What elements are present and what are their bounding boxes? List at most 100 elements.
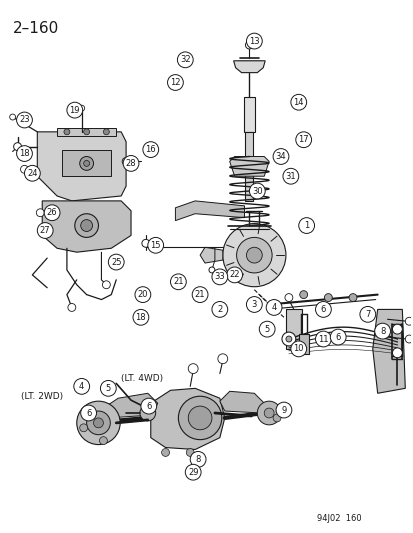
Circle shape — [217, 354, 227, 364]
Text: 2: 2 — [217, 305, 222, 314]
Text: 33: 33 — [214, 272, 225, 281]
Circle shape — [324, 294, 332, 302]
Circle shape — [177, 52, 193, 68]
Circle shape — [290, 94, 306, 110]
Circle shape — [236, 237, 271, 273]
Text: 21: 21 — [173, 277, 183, 286]
Circle shape — [64, 129, 70, 135]
Text: 29: 29 — [188, 467, 198, 477]
Polygon shape — [150, 389, 224, 449]
Circle shape — [133, 310, 148, 325]
Circle shape — [142, 239, 150, 247]
Circle shape — [17, 112, 32, 128]
Text: 10: 10 — [293, 344, 303, 353]
Circle shape — [135, 287, 150, 303]
Circle shape — [83, 160, 89, 166]
Circle shape — [284, 294, 292, 302]
Circle shape — [81, 405, 96, 421]
Text: 1: 1 — [303, 221, 309, 230]
Text: 17: 17 — [298, 135, 308, 144]
Circle shape — [281, 332, 295, 346]
Polygon shape — [199, 247, 222, 263]
Text: 13: 13 — [249, 37, 259, 45]
Circle shape — [78, 105, 85, 111]
Circle shape — [44, 205, 60, 221]
Circle shape — [108, 254, 124, 270]
Text: 18: 18 — [19, 149, 30, 158]
Circle shape — [17, 146, 32, 161]
Circle shape — [222, 223, 285, 287]
Circle shape — [295, 132, 311, 148]
Circle shape — [246, 296, 261, 312]
Circle shape — [359, 306, 375, 322]
Text: 8: 8 — [195, 455, 200, 464]
Circle shape — [246, 247, 261, 263]
Circle shape — [76, 401, 120, 445]
Circle shape — [123, 156, 139, 171]
Circle shape — [67, 102, 83, 118]
Text: (LT. 4WD): (LT. 4WD) — [121, 374, 163, 383]
Circle shape — [142, 142, 158, 157]
Text: 34: 34 — [275, 152, 286, 161]
Circle shape — [290, 341, 306, 357]
Text: 28: 28 — [126, 159, 136, 168]
Text: 30: 30 — [252, 187, 262, 196]
Circle shape — [80, 424, 88, 432]
Text: 27: 27 — [40, 226, 50, 235]
Circle shape — [266, 300, 281, 316]
Polygon shape — [57, 128, 116, 136]
Circle shape — [75, 214, 98, 237]
Circle shape — [178, 396, 221, 440]
Polygon shape — [243, 98, 255, 132]
Circle shape — [392, 324, 401, 334]
Circle shape — [285, 336, 291, 342]
Text: 15: 15 — [150, 241, 161, 250]
Text: 11: 11 — [318, 335, 328, 343]
Circle shape — [93, 418, 103, 428]
Circle shape — [330, 329, 345, 345]
Circle shape — [226, 267, 242, 283]
Text: 20: 20 — [137, 290, 148, 299]
Text: 4: 4 — [271, 303, 276, 312]
Text: 19: 19 — [69, 106, 80, 115]
Circle shape — [103, 129, 109, 135]
Circle shape — [188, 364, 198, 374]
Circle shape — [273, 414, 280, 422]
Polygon shape — [285, 310, 301, 349]
Circle shape — [86, 411, 110, 435]
Text: 21: 21 — [195, 290, 205, 299]
Polygon shape — [175, 201, 244, 221]
Circle shape — [275, 402, 291, 418]
Text: 12: 12 — [170, 78, 180, 87]
Text: 2–160: 2–160 — [13, 21, 59, 36]
Text: (LT. 2WD): (LT. 2WD) — [21, 392, 62, 401]
Circle shape — [122, 157, 130, 165]
Text: 22: 22 — [229, 270, 239, 279]
Circle shape — [185, 464, 201, 480]
Circle shape — [140, 405, 155, 421]
Text: 24: 24 — [27, 169, 38, 178]
Circle shape — [315, 302, 330, 317]
Text: 16: 16 — [145, 145, 156, 154]
Polygon shape — [103, 393, 157, 418]
Circle shape — [211, 302, 227, 317]
Circle shape — [68, 303, 76, 311]
Circle shape — [392, 348, 401, 358]
Text: 18: 18 — [135, 313, 146, 322]
Circle shape — [259, 321, 274, 337]
Circle shape — [374, 323, 389, 339]
Circle shape — [100, 381, 116, 396]
Text: 94J02  160: 94J02 160 — [316, 513, 360, 522]
Circle shape — [299, 290, 307, 298]
Circle shape — [209, 267, 214, 273]
Text: 7: 7 — [364, 310, 370, 319]
Polygon shape — [245, 132, 253, 201]
Circle shape — [298, 217, 314, 233]
Circle shape — [24, 165, 40, 181]
Polygon shape — [62, 150, 111, 176]
Text: 31: 31 — [285, 172, 295, 181]
Circle shape — [192, 287, 207, 303]
Circle shape — [249, 183, 265, 199]
Circle shape — [263, 408, 273, 418]
Circle shape — [167, 75, 183, 91]
